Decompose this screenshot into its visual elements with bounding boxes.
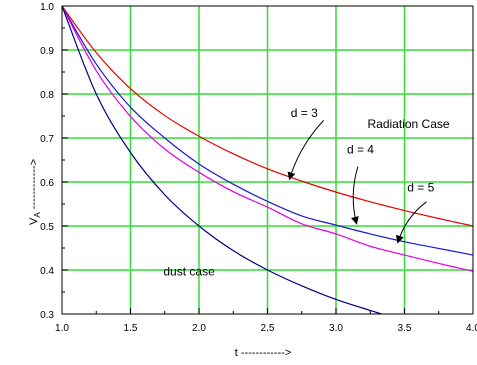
series-line-d-4 [61,5,474,256]
x-tick-label: 3.0 [329,323,343,334]
x-axis-label: t ------------> [235,347,292,359]
y-axis-label-main: V [28,217,40,225]
annotation-radiation-case: Radiation Case [368,117,450,131]
x-tick-label: 2.0 [192,323,206,334]
y-tick-label: 0.6 [40,178,54,189]
y-axis-label: VA ------------> [28,159,42,225]
annotation-arrow-d-5 [395,201,427,244]
series-line-dust-case [61,5,382,315]
series-line-d-5 [61,5,474,272]
axis-ticks: 1.0 1.5 2.0 2.5 3.0 3.5 4.0 0.3 0.4 0.5 0.6 0.7 0.8 0… [40,2,477,334]
annotation-arrow-d-4 [350,166,359,225]
annotation-arrow-d-3 [287,120,325,181]
annotation-dust-case: dust case [163,264,215,278]
annotation-d-3: d = 3 [291,106,318,120]
y-tick-label: 0.8 [40,90,54,101]
grid [62,6,473,314]
y-tick-label: 0.5 [40,222,54,233]
y-tick-label: 0.7 [40,134,54,145]
y-tick-label: 0.9 [40,46,54,57]
annotation-d-4: d = 4 [347,142,374,156]
annotation-d-5: d = 5 [407,181,434,195]
y-axis-label-subscript: A [33,212,42,218]
y-tick-label: 1.0 [40,2,54,13]
x-tick-label: 3.5 [398,323,412,334]
x-tick-label: 1.5 [124,323,138,334]
x-tick-label: 4.0 [466,323,477,334]
x-tick-label: 2.5 [261,323,275,334]
y-axis-label-tail: ------------> [28,159,40,212]
series-line-d-3 [61,5,474,227]
series-lines [61,5,474,315]
y-tick-label: 0.4 [40,266,54,277]
x-tick-label: 1.0 [55,323,69,334]
y-tick-label: 0.3 [40,310,54,321]
annotations: d = 3 d = 4 d = 5 Radiation Case dust case [163,106,450,278]
